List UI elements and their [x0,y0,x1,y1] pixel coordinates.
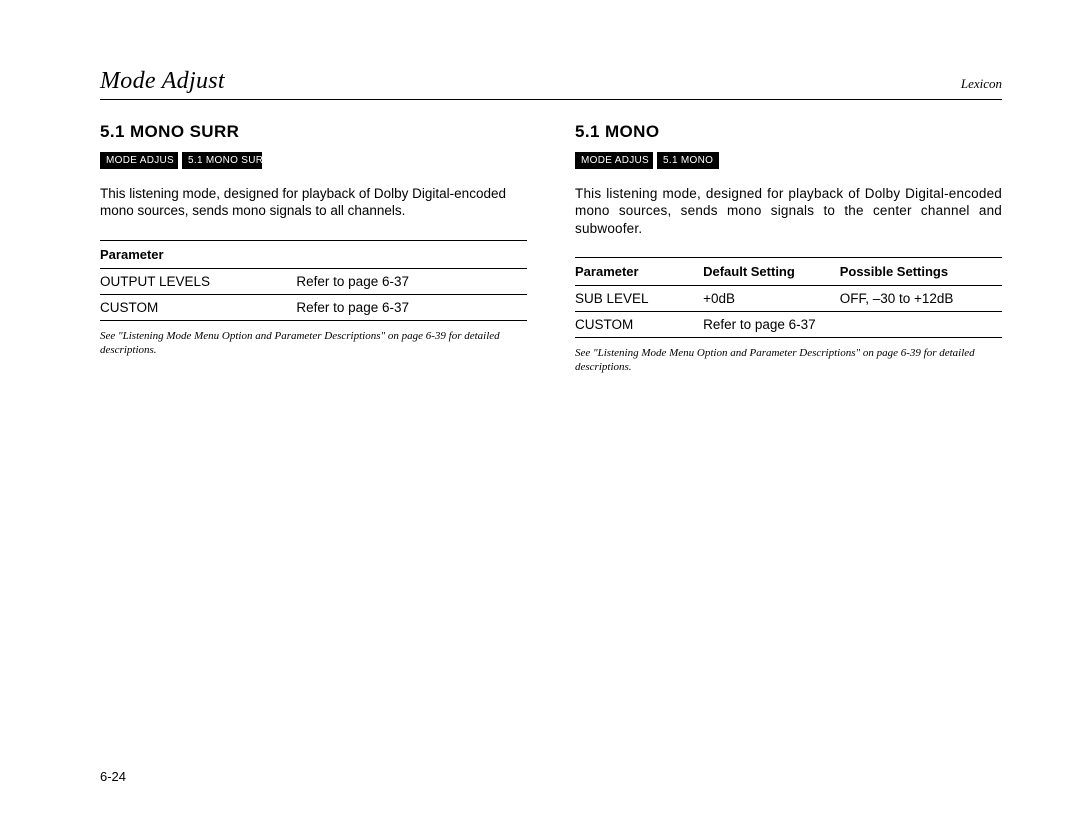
footnote-left: See "Listening Mode Menu Option and Para… [100,329,527,358]
left-column: 5.1 MONO SURR MODE ADJUS 5.1 MONO SUR Th… [100,122,527,374]
pill-mode-adjust: MODE ADJUS [575,152,653,169]
page-header: Mode Adjust Lexicon [100,68,1002,100]
cell-value: Refer to page 6-37 [296,294,527,320]
breadcrumb-pills-left: MODE ADJUS 5.1 MONO SUR [100,152,527,169]
cell-value: Refer to page 6-37 [296,268,527,294]
mode-heading-right: 5.1 MONO [575,122,1002,142]
parameter-table-right: Parameter Default Setting Possible Setti… [575,257,1002,338]
cell-param: SUB LEVEL [575,285,703,311]
table-row: SUB LEVEL +0dB OFF, –30 to +12dB [575,285,1002,311]
cell-param: CUSTOM [100,294,296,320]
pill-mode-name: 5.1 MONO SUR [182,152,262,169]
section-title: Mode Adjust [100,68,225,95]
cell-possible: OFF, –30 to +12dB [840,285,1002,311]
col-default: Default Setting [703,257,840,285]
parameter-table-left: Parameter OUTPUT LEVELS Refer to page 6-… [100,240,527,321]
breadcrumb-pills-right: MODE ADJUS 5.1 MONO [575,152,1002,169]
table-row: OUTPUT LEVELS Refer to page 6-37 [100,268,527,294]
col-blank [296,240,527,268]
right-column: 5.1 MONO MODE ADJUS 5.1 MONO This listen… [575,122,1002,374]
page-number: 6-24 [100,769,126,784]
col-parameter: Parameter [100,240,296,268]
mode-description-left: This listening mode, designed for playba… [100,185,527,220]
table-row: CUSTOM Refer to page 6-37 [100,294,527,320]
cell-default: Refer to page 6-37 [703,311,1002,337]
mode-heading-left: 5.1 MONO SURR [100,122,527,142]
mode-description-right: This listening mode, designed for playba… [575,185,1002,237]
pill-mode-name: 5.1 MONO [657,152,719,169]
table-row: CUSTOM Refer to page 6-37 [575,311,1002,337]
content-columns: 5.1 MONO SURR MODE ADJUS 5.1 MONO SUR Th… [100,122,1002,374]
pill-mode-adjust: MODE ADJUS [100,152,178,169]
col-possible: Possible Settings [840,257,1002,285]
col-parameter: Parameter [575,257,703,285]
cell-default: +0dB [703,285,840,311]
brand-label: Lexicon [961,76,1002,92]
cell-param: OUTPUT LEVELS [100,268,296,294]
cell-param: CUSTOM [575,311,703,337]
footnote-right: See "Listening Mode Menu Option and Para… [575,346,1002,375]
